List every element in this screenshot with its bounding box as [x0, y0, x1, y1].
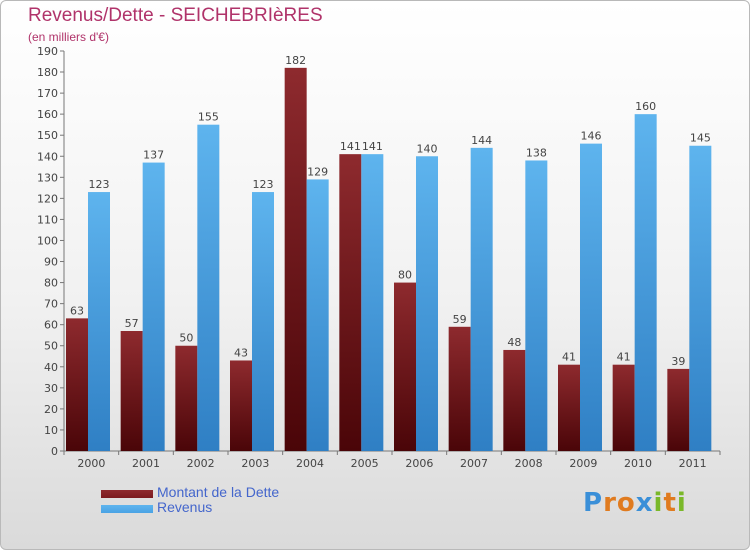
bar-debt [612, 364, 635, 451]
x-tick-label: 2011 [679, 457, 707, 470]
bar-revenue [580, 143, 602, 451]
x-tick-label: 2010 [624, 457, 652, 470]
bar-value-label-revenue: 129 [307, 165, 328, 178]
bar-value-label-debt: 59 [453, 313, 467, 326]
bar-value-label-debt: 63 [70, 304, 84, 317]
bar-value-label-debt: 48 [507, 336, 521, 349]
data-labels: 63 57 50 43 182 141 80 59 48 41 41 39 123 137 155 123 12… [70, 54, 711, 368]
bar-value-label-revenue: 123 [253, 178, 274, 191]
bar-debt [503, 349, 526, 451]
x-tick-label: 2003 [241, 457, 269, 470]
bar-value-label-debt: 43 [234, 346, 248, 359]
logo-letter: P [583, 488, 604, 518]
bar-debt [558, 364, 580, 451]
chart-subtitle: (en milliers d'€) [28, 30, 109, 44]
bar-value-label-revenue: 138 [526, 146, 547, 159]
bar-debt [667, 368, 690, 451]
bar-value-label-revenue: 145 [690, 132, 711, 145]
bar-debt [230, 360, 252, 451]
bar-value-label-revenue: 123 [89, 178, 110, 191]
bar-value-label-debt: 57 [125, 317, 139, 330]
logo-letter: r [603, 488, 617, 518]
bar-revenue [416, 156, 438, 451]
bar-value-label-debt: 50 [179, 332, 193, 345]
bar-value-label-revenue: 144 [471, 134, 492, 147]
x-tick-label: 2002 [187, 457, 215, 470]
bar-value-label-revenue: 160 [635, 100, 656, 113]
logo-letter: i [676, 488, 687, 518]
bar-value-label-revenue: 155 [198, 111, 219, 124]
bar-revenue [361, 154, 384, 451]
x-tick-label: 2000 [77, 457, 105, 470]
bars [66, 67, 712, 452]
bar-revenue [88, 192, 110, 452]
y-tick-label: 50 [44, 340, 58, 353]
bar-debt [284, 67, 307, 451]
bar-revenue [689, 145, 712, 451]
y-tick-label: 100 [37, 234, 58, 247]
bar-value-label-revenue: 141 [362, 140, 383, 153]
y-tick-label: 160 [37, 108, 58, 121]
y-tick-label: 180 [37, 66, 58, 79]
bar-revenue [252, 192, 274, 452]
bar-debt [66, 318, 88, 451]
y-tick-label: 190 [37, 45, 58, 58]
bar-value-label-revenue: 140 [417, 142, 438, 155]
y-tick-label: 80 [44, 277, 58, 290]
y-tick-label: 70 [44, 298, 58, 311]
bar-value-label-debt: 80 [398, 269, 412, 282]
x-tick-label: 2006 [405, 457, 433, 470]
bar-revenue [197, 124, 220, 452]
bar-debt [448, 326, 471, 451]
x-tick-label: 2001 [132, 457, 160, 470]
legend-swatch-debt [101, 490, 153, 498]
bar-debt [394, 282, 416, 451]
axes: 0 10 20 30 40 50 60 70 80 90 100 110 120 130 140 150 160… [37, 45, 721, 470]
bar-debt [175, 345, 198, 451]
chart-title: Revenus/Dette - SEICHEBRIèRES [28, 5, 323, 26]
x-tick-label: 2009 [569, 457, 597, 470]
y-tick-label: 20 [44, 403, 58, 416]
logo-letter: o [616, 488, 636, 518]
x-tick-label: 2008 [515, 457, 543, 470]
logo-letter: t [663, 488, 677, 518]
y-tick-label: 30 [44, 382, 58, 395]
bar-revenue [306, 179, 329, 451]
bar-value-label-revenue: 137 [143, 149, 164, 162]
x-tick-label: 2004 [296, 457, 324, 470]
bar-debt [120, 331, 143, 451]
y-tick-label: 130 [37, 171, 58, 184]
y-tick-label: 40 [44, 361, 58, 374]
bar-value-label-debt: 39 [671, 355, 685, 368]
y-tick-label: 110 [37, 213, 58, 226]
bar-revenue [470, 147, 493, 451]
bar-revenue [634, 114, 657, 451]
y-tick-label: 10 [44, 424, 58, 437]
y-tick-label: 170 [37, 87, 58, 100]
bar-value-label-revenue: 146 [581, 130, 602, 143]
y-tick-label: 150 [37, 129, 58, 142]
legend-swatch-revenue [101, 505, 153, 513]
bar-debt [339, 154, 362, 451]
bar-value-label-debt: 41 [562, 351, 576, 364]
logo-letter: x [635, 488, 654, 518]
bar-value-label-debt: 182 [285, 54, 306, 67]
x-tick-label: 2007 [460, 457, 488, 470]
x-tick-label: 2005 [351, 457, 379, 470]
bar-revenue [142, 162, 165, 451]
bar-revenue [525, 160, 548, 451]
y-tick-label: 140 [37, 150, 58, 163]
y-tick-label: 120 [37, 192, 58, 205]
y-tick-label: 60 [44, 319, 58, 332]
legend-label-revenue: Revenus [157, 499, 213, 515]
bar-value-label-debt: 41 [617, 351, 631, 364]
logo-letter: i [653, 488, 664, 518]
y-tick-label: 0 [51, 445, 58, 458]
y-tick-label: 90 [44, 256, 58, 269]
legend-label-debt: Montant de la Dette [157, 484, 280, 500]
proxiti-logo: Proxiti [583, 488, 687, 518]
bar-value-label-debt: 141 [340, 140, 361, 153]
